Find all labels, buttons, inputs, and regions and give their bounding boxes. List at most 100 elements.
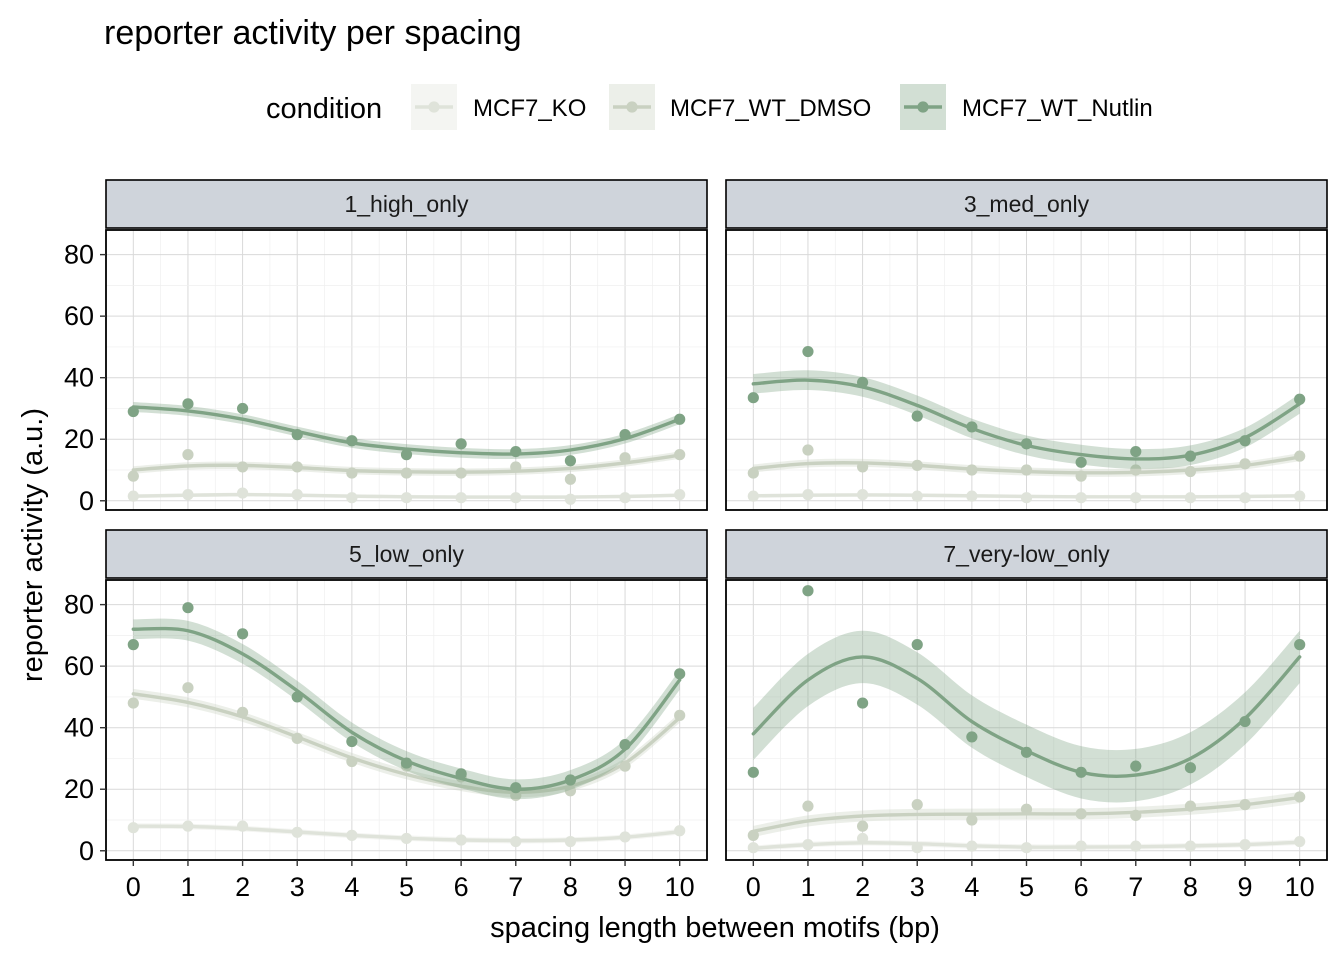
y-tick-label: 60 [64,301,94,331]
data-point [747,490,759,502]
data-point [1020,842,1033,854]
data-point [182,398,194,410]
data-point [674,825,686,837]
y-tick-label: 80 [64,590,94,620]
data-point [400,832,413,845]
data-point [856,461,869,473]
confidence-band-MCF7_KO [133,823,680,844]
facet-strip [105,529,708,579]
data-point [911,490,923,502]
y-tick-label: 20 [64,774,94,804]
data-point [182,682,194,694]
data-point [455,438,467,450]
data-point [1020,492,1033,504]
data-point [966,814,978,826]
data-point [291,461,303,473]
series-MCF7_WT_Nutlin [127,602,686,800]
data-point [1020,746,1033,758]
data-point [911,639,923,651]
y-tick-label: 80 [64,240,94,270]
data-point [291,691,303,703]
legend-key-point [917,101,929,113]
confidence-band-MCF7_WT_Nutlin [133,618,680,800]
data-point [346,435,358,447]
data-point [291,826,303,838]
data-point [236,820,249,832]
data-point [291,429,303,441]
data-point [674,709,686,721]
data-point [455,492,467,504]
x-tick-label: 6 [454,872,469,902]
data-point [510,782,522,794]
panel-border [105,229,708,511]
x-tick-label: 3 [910,872,925,902]
data-point [802,489,814,501]
confidence-band-MCF7_WT_Nutlin [753,630,1300,803]
data-point [1184,840,1197,852]
data-point [674,489,686,501]
data-point [911,459,923,471]
data-point [619,452,631,464]
data-point [911,842,923,854]
facet-strip-label: 3_med_only [964,191,1090,217]
x-tick-label: 1 [180,872,195,902]
legend-label: MCF7_WT_Nutlin [962,95,1153,122]
y-tick-label: 0 [79,836,94,866]
facet-panel-5_low_only: 5_low_only 0 20 40 60 80 0 1 2 3 4 5 6 7 8 9 10 [64,529,708,902]
y-tick-label: 40 [64,713,94,743]
x-tick-label: 8 [1183,872,1198,902]
data-point [455,467,467,479]
data-point [346,735,358,748]
y-tick-label: 60 [64,651,94,681]
data-point [400,492,413,504]
data-point [1294,450,1306,462]
data-point [1294,835,1306,848]
data-point [1184,465,1197,478]
data-point [564,774,577,786]
data-point [346,755,358,768]
data-point [911,410,923,422]
legend-key-point [626,101,638,113]
x-tick-label: 7 [508,872,523,902]
x-tick-label: 2 [855,872,870,902]
data-point [674,413,686,425]
data-point [236,402,249,415]
data-point [747,766,759,778]
data-point [291,732,303,745]
data-point [127,470,139,482]
data-point [747,467,759,479]
data-point [1294,393,1306,405]
legend-key-point [428,101,440,113]
legend-label: MCF7_WT_DMSO [670,95,871,122]
panel-border [725,229,1328,511]
data-point [564,455,577,467]
series-MCF7_WT_DMSO [127,449,686,485]
facet-strip [725,179,1328,229]
data-point [182,602,194,614]
facet-strip [725,529,1328,579]
data-point [966,421,978,433]
data-point [236,706,249,718]
data-point [802,839,814,851]
data-point [1294,490,1306,502]
data-point [1075,840,1087,852]
y-axis-label: reporter activity (a.u.) [17,408,49,682]
facet-panel-7_very-low_only: 7_very-low_only 0 1 2 3 4 5 6 7 8 9 10 [725,529,1328,902]
legend-title: condition [266,93,382,125]
data-point [619,492,631,504]
data-point [802,585,814,597]
x-axis-label: spacing length between motifs (bp) [490,912,940,944]
x-tick-label: 0 [126,872,141,902]
legend-entry-MCF7_WT_Nutlin: MCF7_WT_Nutlin [900,84,1153,130]
data-point [182,820,194,832]
data-point [127,639,139,651]
legend-label: MCF7_KO [473,95,586,122]
data-point [400,449,413,461]
x-tick-label: 1 [800,872,815,902]
data-point [236,487,249,499]
data-point [1239,799,1251,811]
series-MCF7_KO [127,487,686,505]
data-point [1294,791,1306,803]
data-point [1184,492,1197,504]
